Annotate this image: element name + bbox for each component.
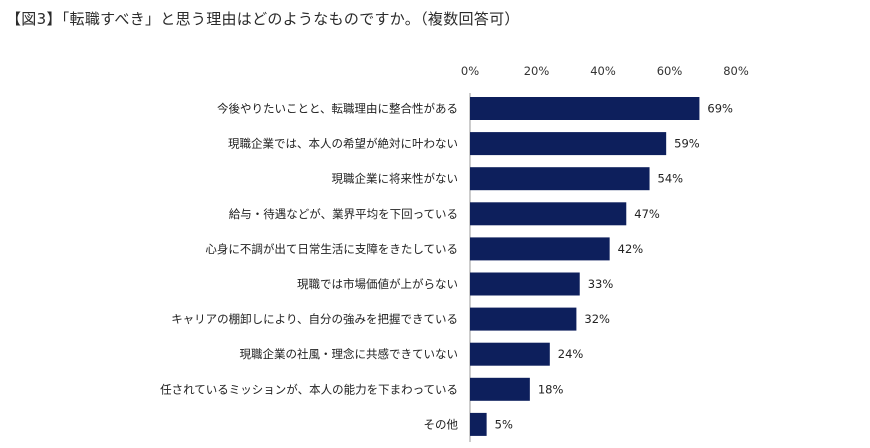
bar — [470, 202, 627, 226]
data-label: 5% — [495, 417, 513, 431]
bar — [470, 272, 580, 296]
bar — [470, 237, 610, 261]
category-label: 今後やりたいことと、転職理由に整合性がある — [217, 102, 458, 116]
category-labels: 今後やりたいことと、転職理由に整合性がある現職企業では、本人の希望が絶対に叶わな… — [160, 102, 458, 432]
bar — [470, 97, 700, 120]
data-label: 59% — [674, 137, 700, 151]
bar-series — [470, 97, 700, 436]
x-tick-label: 80% — [723, 64, 749, 78]
category-label: 現職企業では、本人の希望が絶対に叶わない — [228, 137, 458, 151]
data-label: 18% — [538, 382, 564, 396]
x-tick-label: 20% — [524, 64, 550, 78]
bar — [470, 307, 577, 331]
x-axis-ticks: 0% 20% 40% 60% 80% — [461, 64, 749, 78]
bar — [470, 132, 667, 156]
category-label: 任されているミッションが、本人の能力を下まわっている — [160, 382, 458, 396]
data-label: 42% — [618, 242, 644, 256]
data-label: 54% — [658, 172, 684, 186]
bar — [470, 412, 487, 436]
category-label: キャリアの棚卸しにより、自分の強みを把握できている — [171, 312, 458, 326]
data-labels: 69% 59% 54% 47% 42% 33% 32% 24% 18% 5% — [495, 102, 733, 432]
data-label: 47% — [634, 207, 660, 221]
data-label: 24% — [558, 347, 584, 361]
chart-title: 【図3】「転職すべき」と思う理由はどのようなものですか。（複数回答可） — [6, 10, 520, 28]
category-label: 現職では市場価値が上がらない — [297, 277, 458, 291]
x-tick-label: 0% — [461, 64, 479, 78]
category-label: 心身に不調が出て日常生活に支障をきたしている — [205, 242, 458, 256]
bar — [470, 167, 650, 191]
category-label: 現職企業に将来性がない — [332, 172, 459, 186]
data-label: 33% — [588, 277, 614, 291]
x-tick-label: 60% — [657, 64, 683, 78]
category-label: その他 — [424, 417, 459, 431]
bar — [470, 342, 550, 366]
bar — [470, 377, 530, 401]
category-label: 現職企業の社風・理念に共感できていない — [240, 347, 459, 361]
data-label: 32% — [584, 312, 610, 326]
x-tick-label: 40% — [590, 64, 616, 78]
data-label: 69% — [707, 102, 733, 116]
category-label: 給与・待遇などが、業界平均を下回っている — [229, 207, 458, 221]
